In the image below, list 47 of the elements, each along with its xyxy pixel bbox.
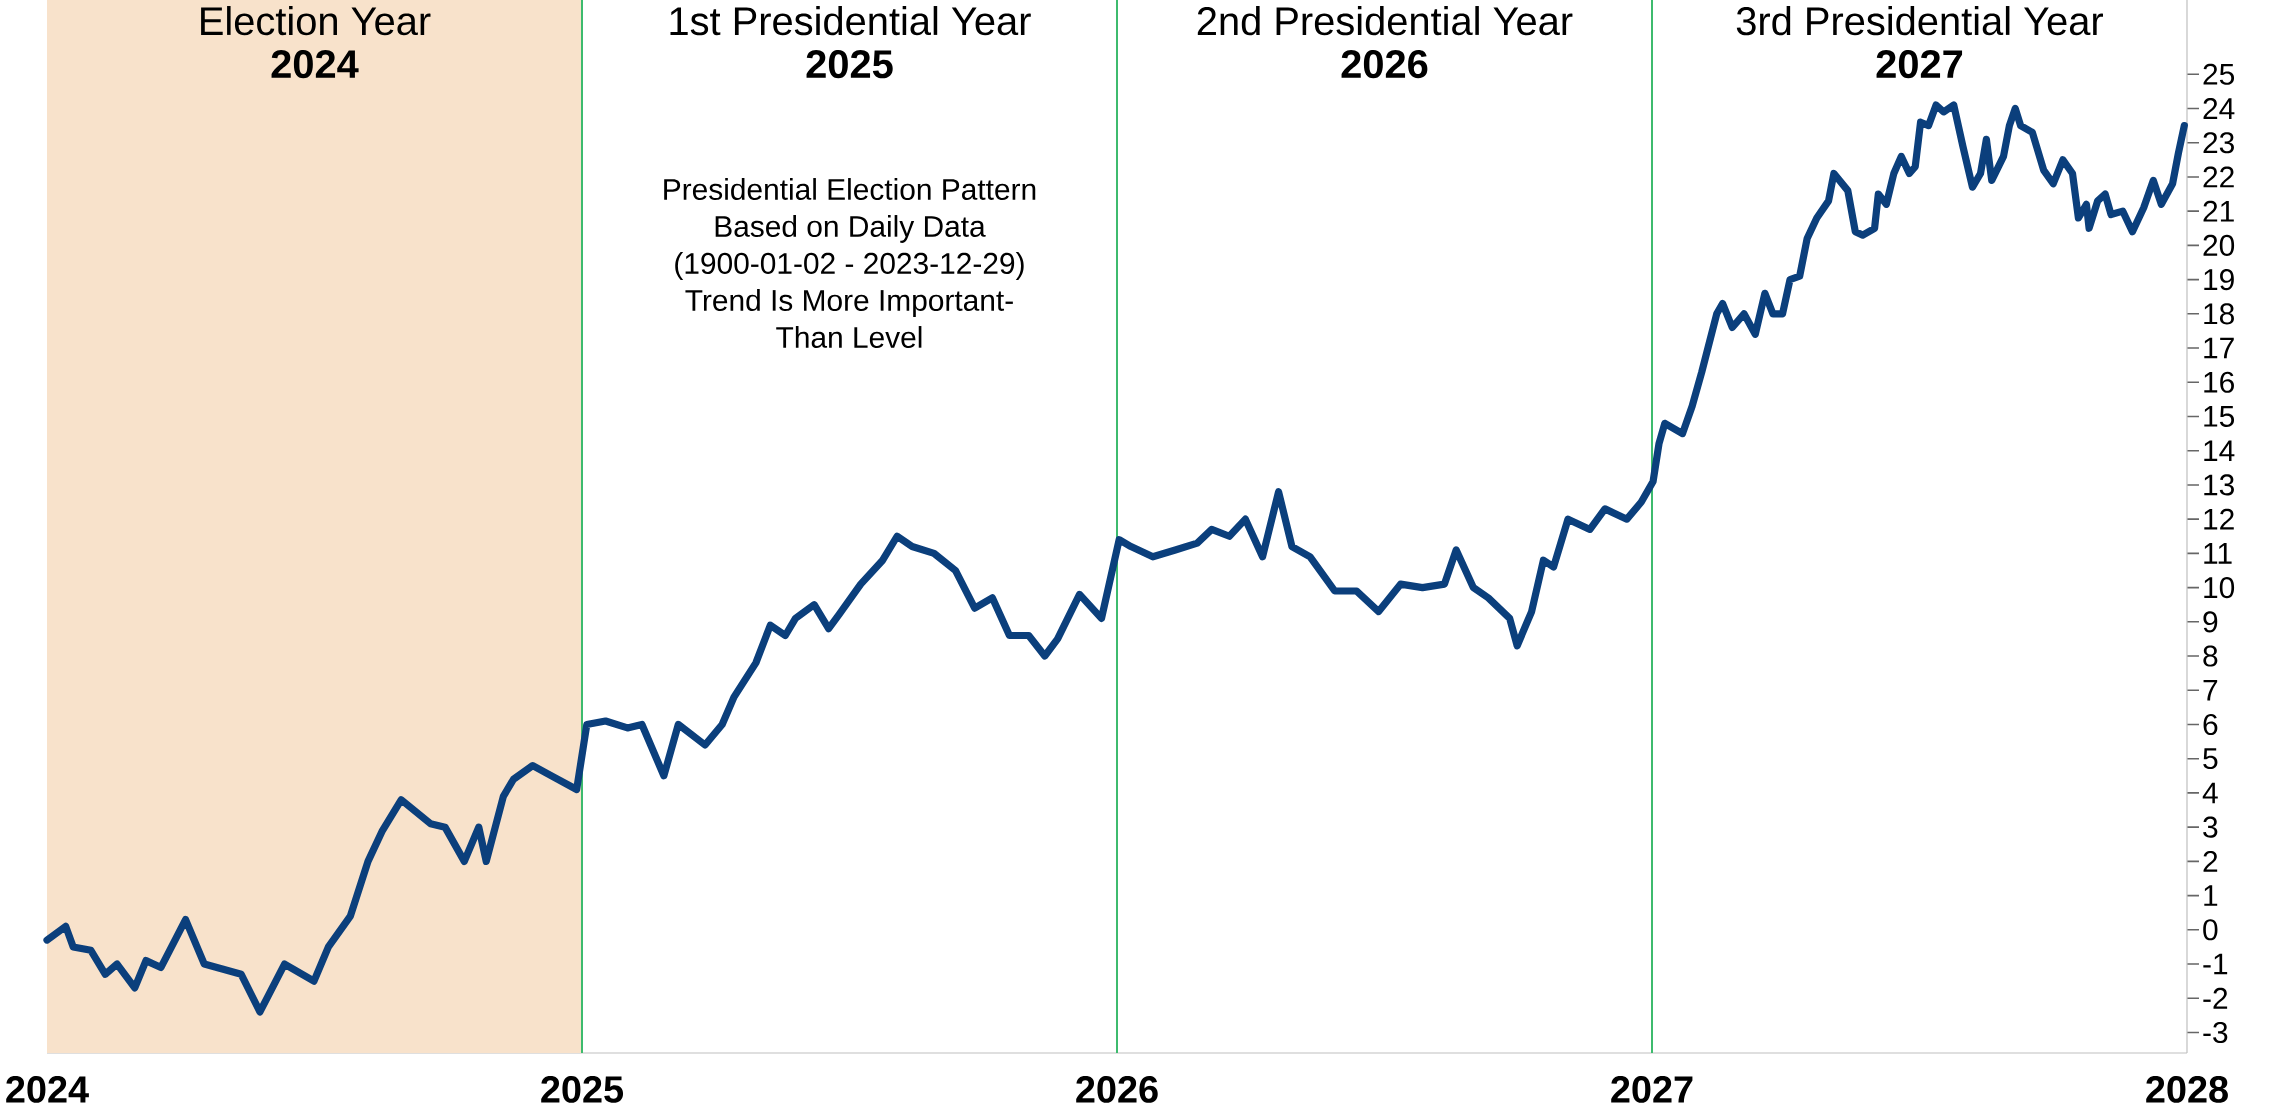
annotation: 2024 — [271, 50, 359, 79]
annotation: 2025 — [806, 50, 893, 79]
y-tick-label: 2 — [2203, 850, 2218, 872]
y-tick-label: 4 — [2202, 782, 2218, 804]
y-tick-label: 13 — [2204, 474, 2234, 496]
y-tick-label: 12 — [2204, 508, 2234, 530]
x-tick-label: 2026 — [1076, 1076, 1158, 1103]
y-tick-label: 6 — [2203, 713, 2218, 736]
annotation: (1900-01-02 - 2023-12-29) — [675, 252, 1024, 280]
y-tick-label: 19 — [2204, 269, 2234, 291]
annotation: 3rd Presidential Year — [1736, 6, 2103, 36]
annotation: 2027 — [1876, 50, 1963, 79]
annotation: Election Year — [201, 6, 431, 36]
y-tick-label: 5 — [2203, 748, 2218, 770]
y-tick-label: 8 — [2203, 645, 2218, 667]
y-tick-label: 18 — [2204, 303, 2234, 325]
x-tick-label: 2028 — [2146, 1076, 2228, 1103]
y-tick-label: 20 — [2203, 234, 2235, 256]
y-tick-label: 7 — [2203, 679, 2218, 701]
annotation: 2nd Presidential Year — [1197, 6, 1573, 36]
y-tick-label: 1 — [2204, 885, 2218, 906]
x-tick-label: 2027 — [1611, 1076, 1693, 1103]
y-tick-label: -1 — [2203, 953, 2228, 975]
x-tick-label: 2024 — [6, 1076, 89, 1103]
y-tick-label: 24 — [2203, 98, 2235, 119]
y-tick-label: 9 — [2203, 611, 2218, 633]
y-tick-label: 11 — [2204, 543, 2232, 564]
x-tick-label: 2025 — [541, 1076, 624, 1103]
y-tick-label: 10 — [2204, 577, 2235, 599]
y-tick-label: 23 — [2203, 132, 2234, 154]
annotation: 2026 — [1341, 50, 1428, 79]
y-tick-label: 3 — [2203, 816, 2218, 838]
y-tick-label: 17 — [2204, 337, 2234, 359]
y-tick-label: 22 — [2203, 166, 2234, 188]
y-tick-label: 0 — [2203, 919, 2218, 941]
annotation: 1st Presidential Year — [670, 6, 1031, 36]
annotation: Than Level — [776, 326, 922, 348]
y-tick-label: 25 — [2203, 63, 2235, 85]
y-tick-label: 16 — [2204, 371, 2234, 393]
y-tick-label: -3 — [2203, 1021, 2228, 1044]
y-tick-label: 21 — [2203, 200, 2234, 222]
y-tick-label: -2 — [2203, 987, 2228, 1009]
y-tick-label: 15 — [2204, 406, 2235, 427]
annotation: Trend Is More Important- — [685, 289, 1013, 317]
annotation: Presidential Election Pattern — [664, 178, 1036, 200]
y-tick-label: 14 — [2204, 440, 2235, 461]
annotation: Based on Daily Data — [715, 215, 986, 243]
